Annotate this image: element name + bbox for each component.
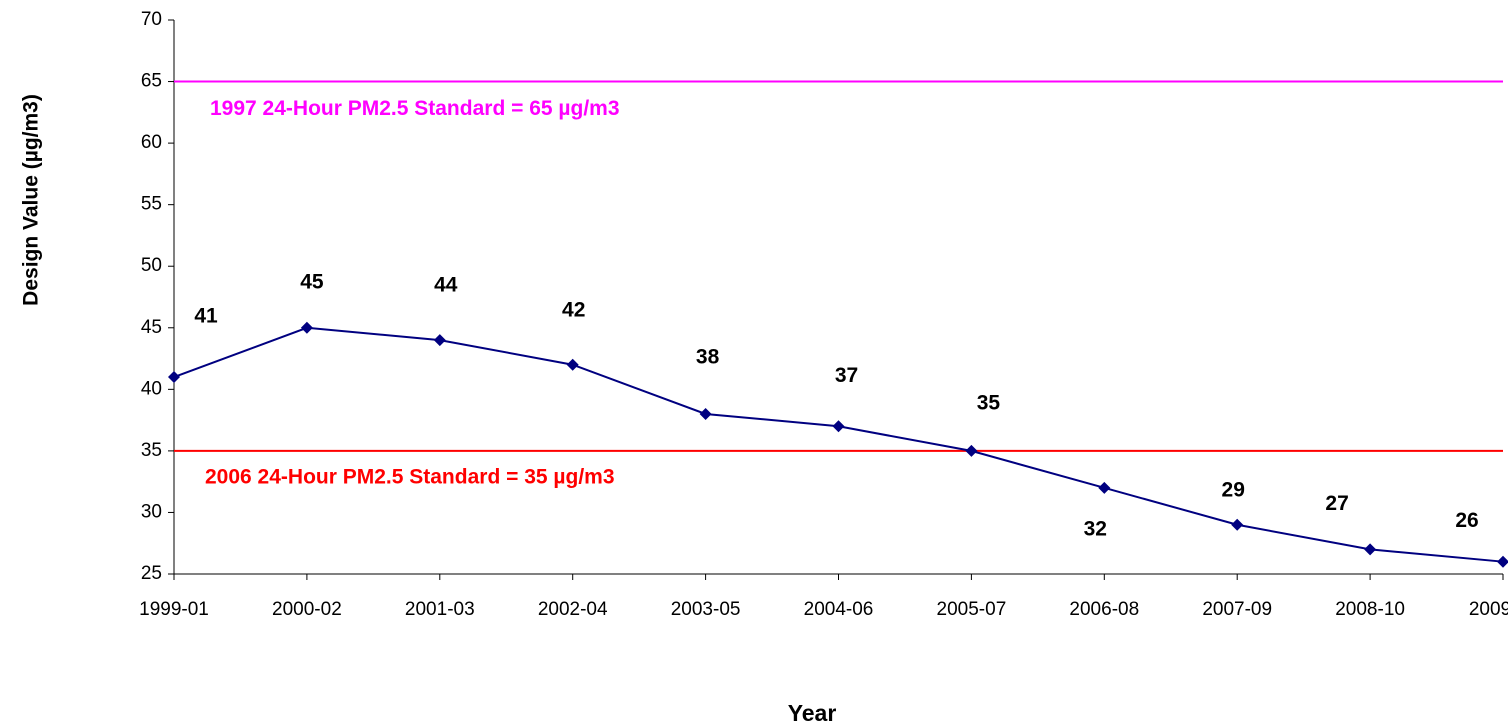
x-axis-label: Year: [788, 700, 837, 726]
data-label: 32: [1084, 517, 1107, 540]
y-axis-label: Design Value (µg/m3): [20, 94, 43, 306]
data-label: 45: [300, 270, 324, 293]
data-label: 37: [835, 364, 858, 387]
x-tick-label: 2006-08: [1069, 599, 1139, 620]
marker: [168, 371, 180, 384]
marker: [1497, 555, 1508, 568]
marker: [1098, 481, 1111, 494]
data-label: 35: [977, 391, 1001, 414]
y-tick-label: 70: [141, 9, 162, 30]
x-tick-label: 2009-11: [1469, 599, 1508, 620]
data-label: 29: [1222, 478, 1245, 501]
x-tick-label: 2002-04: [538, 599, 608, 620]
marker: [699, 407, 712, 420]
marker: [1231, 518, 1244, 531]
x-tick-label: 2008-10: [1335, 599, 1405, 620]
reference-label: 2006 24-Hour PM2.5 Standard = 35 µg/m3: [205, 465, 615, 488]
data-label: 41: [194, 305, 218, 328]
x-tick-label: 2004-06: [804, 599, 874, 620]
y-tick-label: 35: [141, 440, 162, 461]
x-tick-label: 2007-09: [1202, 599, 1272, 620]
x-tick-label: 1999-01: [139, 599, 209, 620]
y-tick-label: 45: [141, 317, 162, 338]
y-tick-label: 25: [141, 563, 162, 584]
x-tick-label: 2000-02: [272, 599, 342, 620]
y-tick-label: 65: [141, 71, 162, 92]
y-tick-label: 55: [141, 194, 162, 215]
marker: [300, 321, 313, 334]
data-label: 44: [434, 274, 458, 297]
data-label: 27: [1325, 492, 1348, 515]
x-tick-label: 2003-05: [671, 599, 741, 620]
marker: [566, 358, 579, 371]
marker: [433, 334, 446, 347]
reference-label: 1997 24-Hour PM2.5 Standard = 65 µg/m3: [210, 97, 620, 120]
y-tick-label: 40: [141, 378, 162, 399]
data-label: 26: [1455, 509, 1478, 532]
data-label: 42: [562, 298, 585, 321]
marker: [965, 444, 978, 457]
x-tick-label: 2005-07: [937, 599, 1007, 620]
marker: [1364, 543, 1377, 556]
data-label: 38: [696, 346, 720, 369]
marker: [832, 420, 845, 433]
y-tick-label: 60: [141, 132, 162, 153]
x-tick-label: 2001-03: [405, 599, 475, 620]
y-tick-label: 50: [141, 255, 162, 276]
y-tick-label: 30: [141, 501, 162, 522]
